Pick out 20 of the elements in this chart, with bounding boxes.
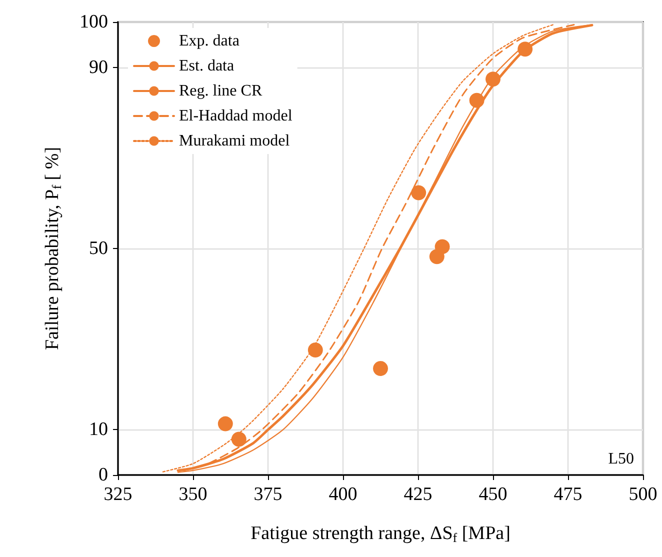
x-tick-label: 400 — [328, 484, 358, 505]
x-tick-label: 450 — [478, 484, 508, 505]
legend-label: Murakami model — [179, 132, 290, 150]
x-tick-label: 375 — [254, 484, 282, 505]
legend-label: Exp. data — [179, 32, 240, 50]
legend-label: Reg. line CR — [179, 82, 262, 100]
x-tick-label: 425 — [404, 484, 432, 505]
y-axis-title: Failure probability, Pf [ %] — [42, 146, 64, 350]
x-tick-label: 350 — [178, 484, 208, 505]
x-tick-label: 475 — [554, 484, 582, 505]
x-tick-label: 500 — [628, 484, 658, 505]
y-tick-label: 100 — [80, 12, 108, 32]
y-tick-label: 10 — [89, 419, 108, 440]
legend-label: El-Haddad model — [179, 108, 293, 124]
y-tick-label: 90 — [89, 56, 108, 78]
x-tick-label: 325 — [104, 484, 132, 505]
y-tick-label: 0 — [98, 464, 108, 486]
y-tick-label: 50 — [89, 238, 108, 259]
legend-label: Est. data — [179, 58, 234, 74]
annotation: L50 — [608, 450, 634, 468]
